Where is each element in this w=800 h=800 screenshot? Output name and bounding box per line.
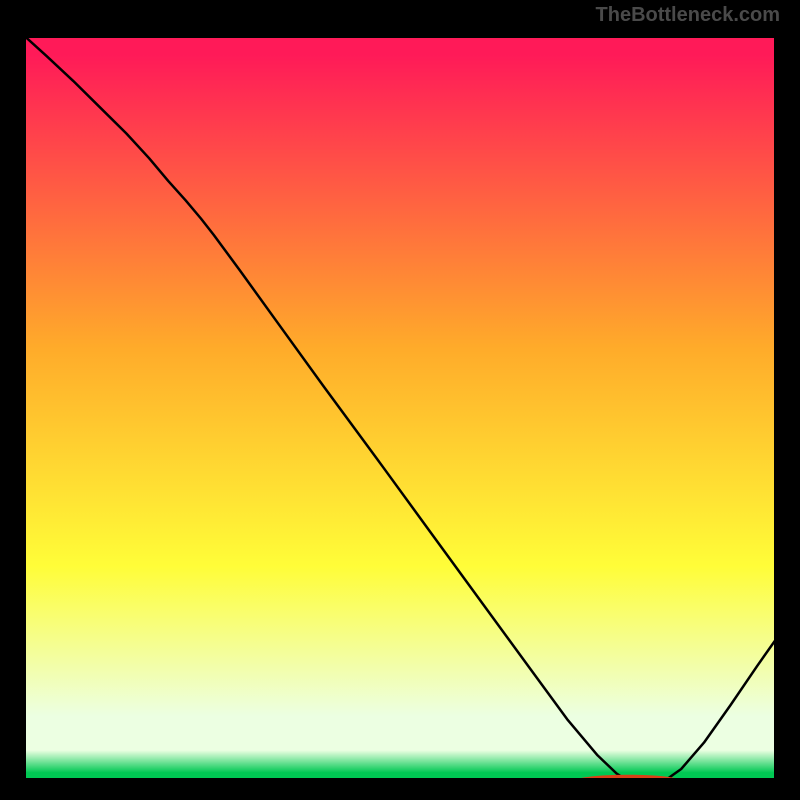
heatmap-background [20,32,780,784]
attribution-label: TheBottleneck.com [596,4,780,27]
bottleneck-chart [20,32,780,784]
